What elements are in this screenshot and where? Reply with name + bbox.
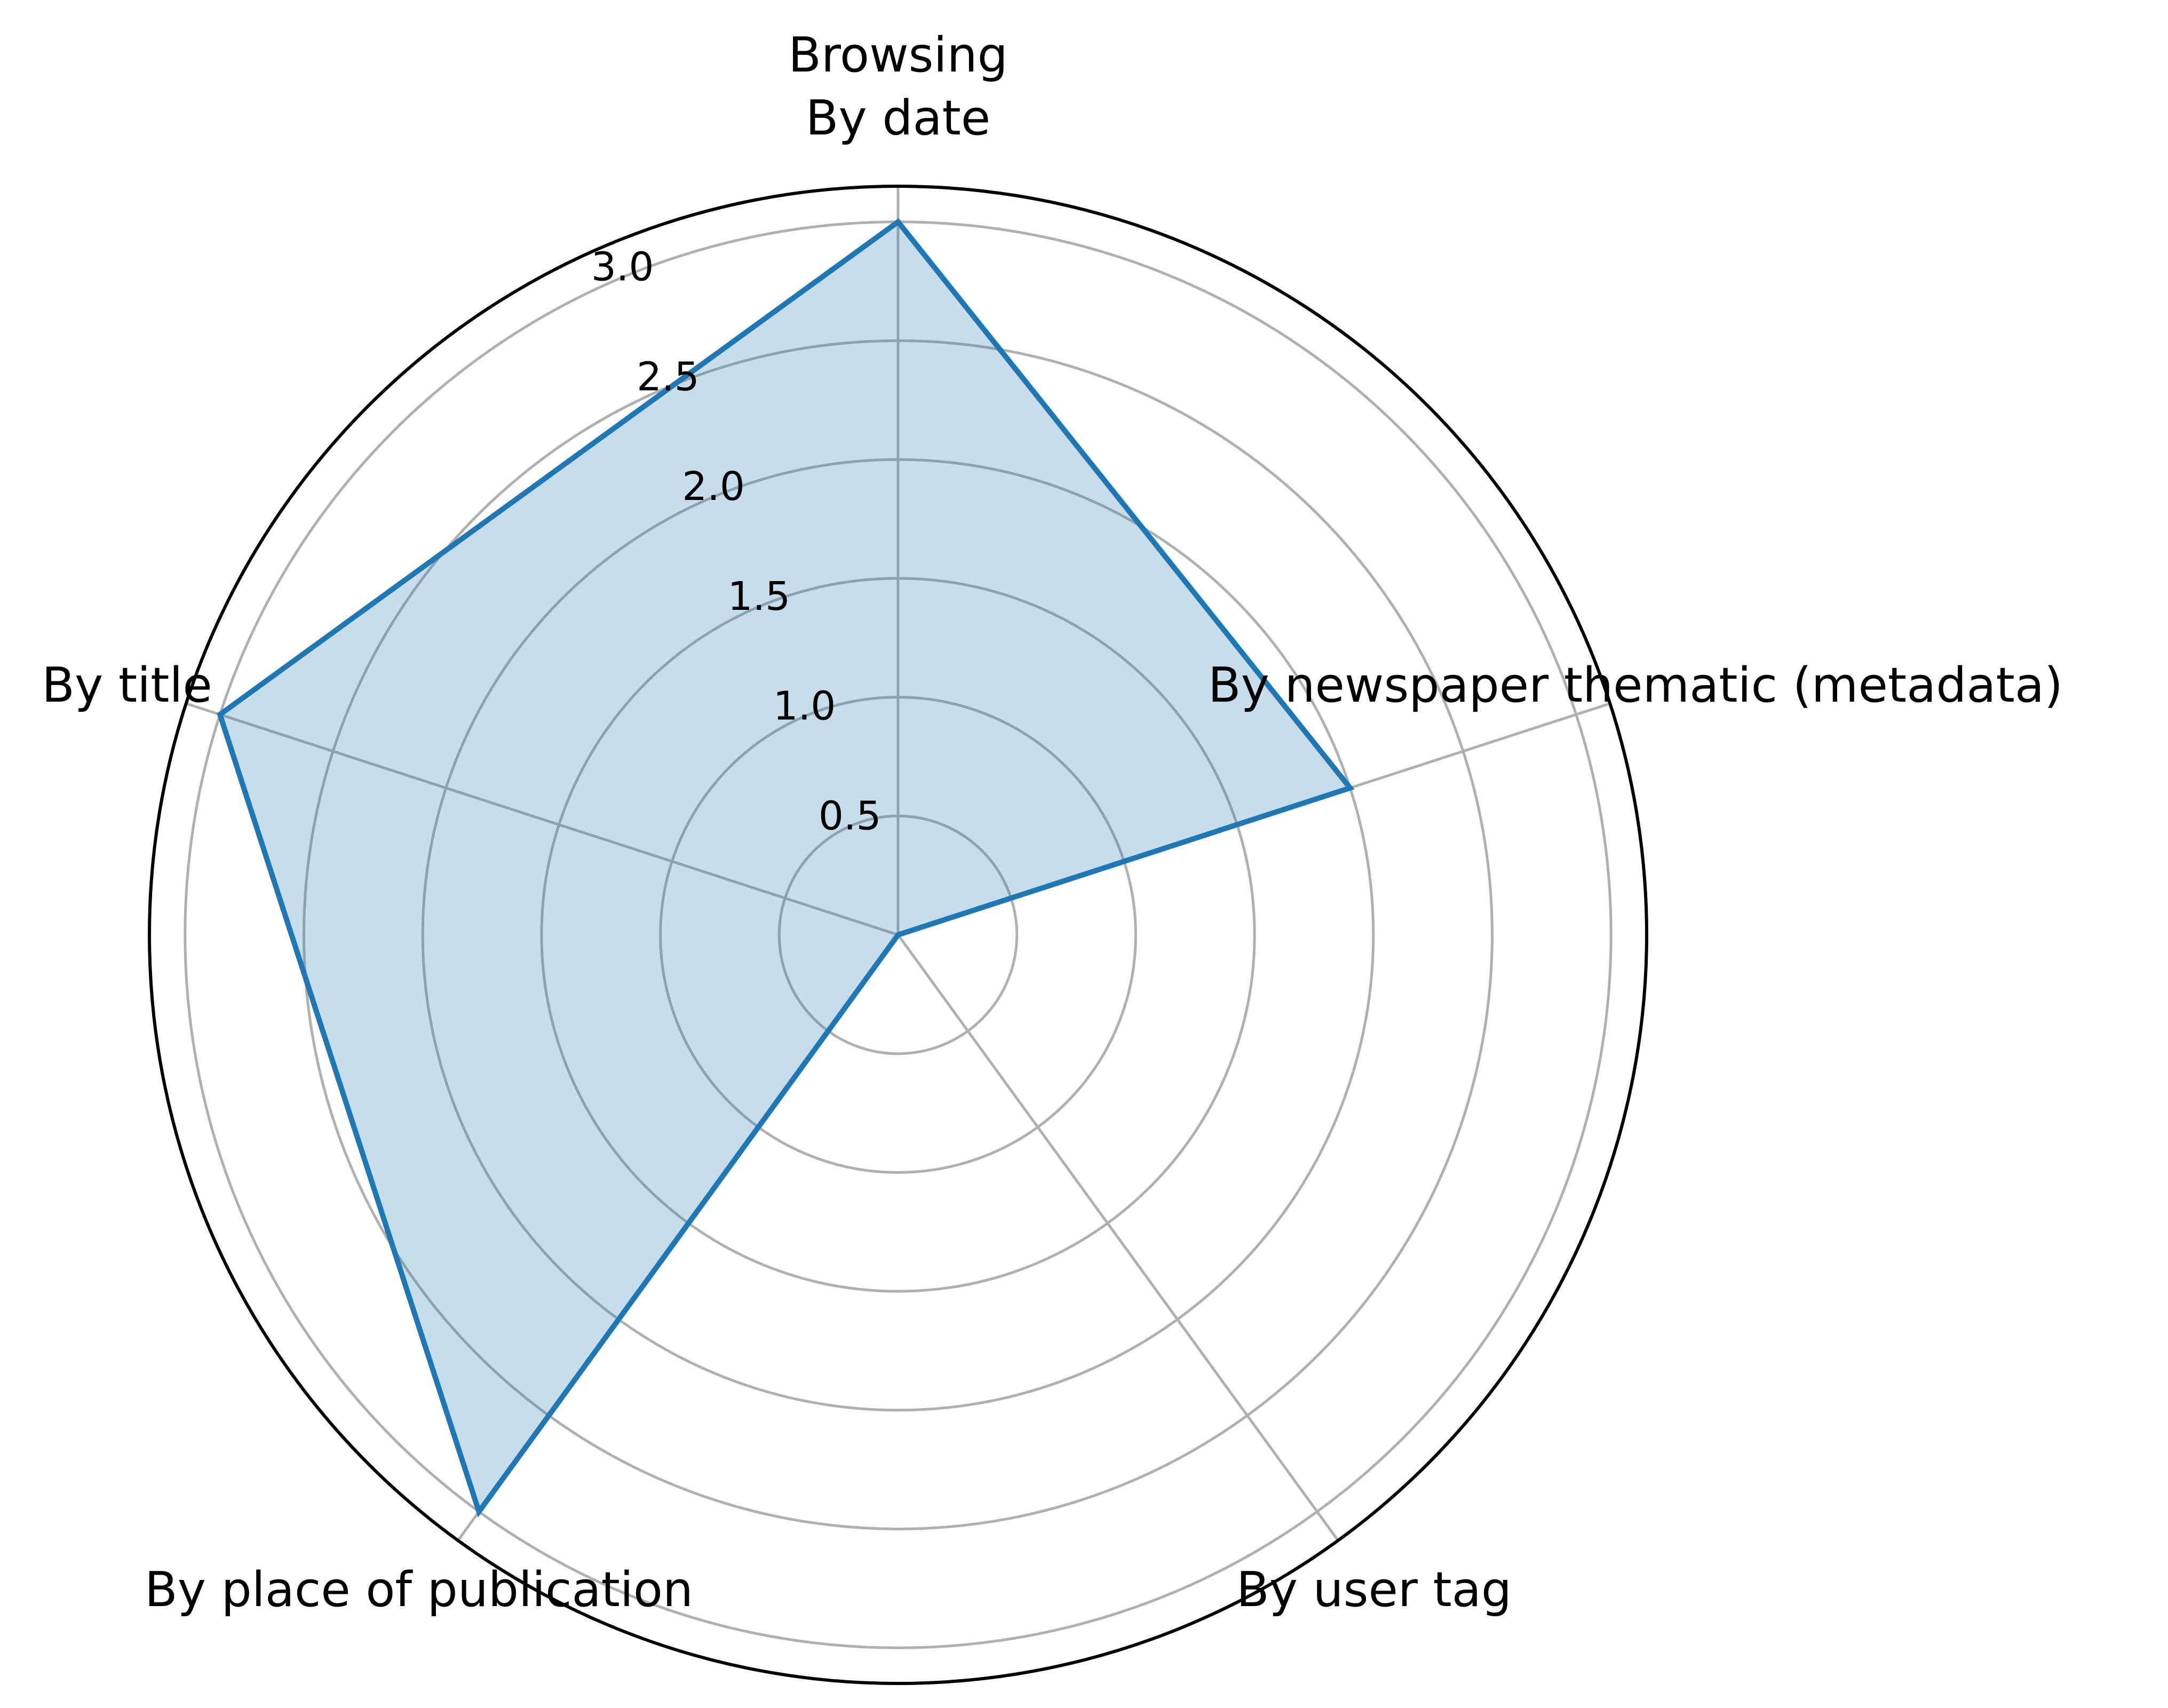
r-tick-label-2: 1.5 (727, 574, 790, 619)
radar-labels: Browsing 0.5 1.0 1.5 2.0 2.5 3.0 By date By new… (42, 27, 2063, 1618)
grid-spoke-4 (185, 702, 899, 936)
radar-series-layer (217, 218, 1355, 1518)
category-label-3: By place of publication (145, 1562, 693, 1618)
r-tick-label-1: 1.0 (773, 684, 836, 729)
r-tick-label-4: 2.5 (637, 354, 700, 400)
category-label-4: By title (42, 657, 212, 713)
category-label-2: By user tag (1236, 1562, 1512, 1618)
category-label-1: By newspaper thematic (metadata) (1208, 657, 2063, 713)
r-tick-label-3: 2.0 (682, 464, 745, 510)
r-tick-label-5: 3.0 (591, 244, 654, 290)
grid-spoke-2 (896, 934, 1339, 1542)
series-area-0 (220, 221, 1351, 1512)
polar-frame (148, 185, 1648, 1685)
category-label-0: By date (806, 90, 991, 146)
chart-title: Browsing (788, 27, 1008, 83)
series-line-0 (217, 218, 1355, 1518)
r-tick-label-0: 0.5 (819, 793, 882, 839)
